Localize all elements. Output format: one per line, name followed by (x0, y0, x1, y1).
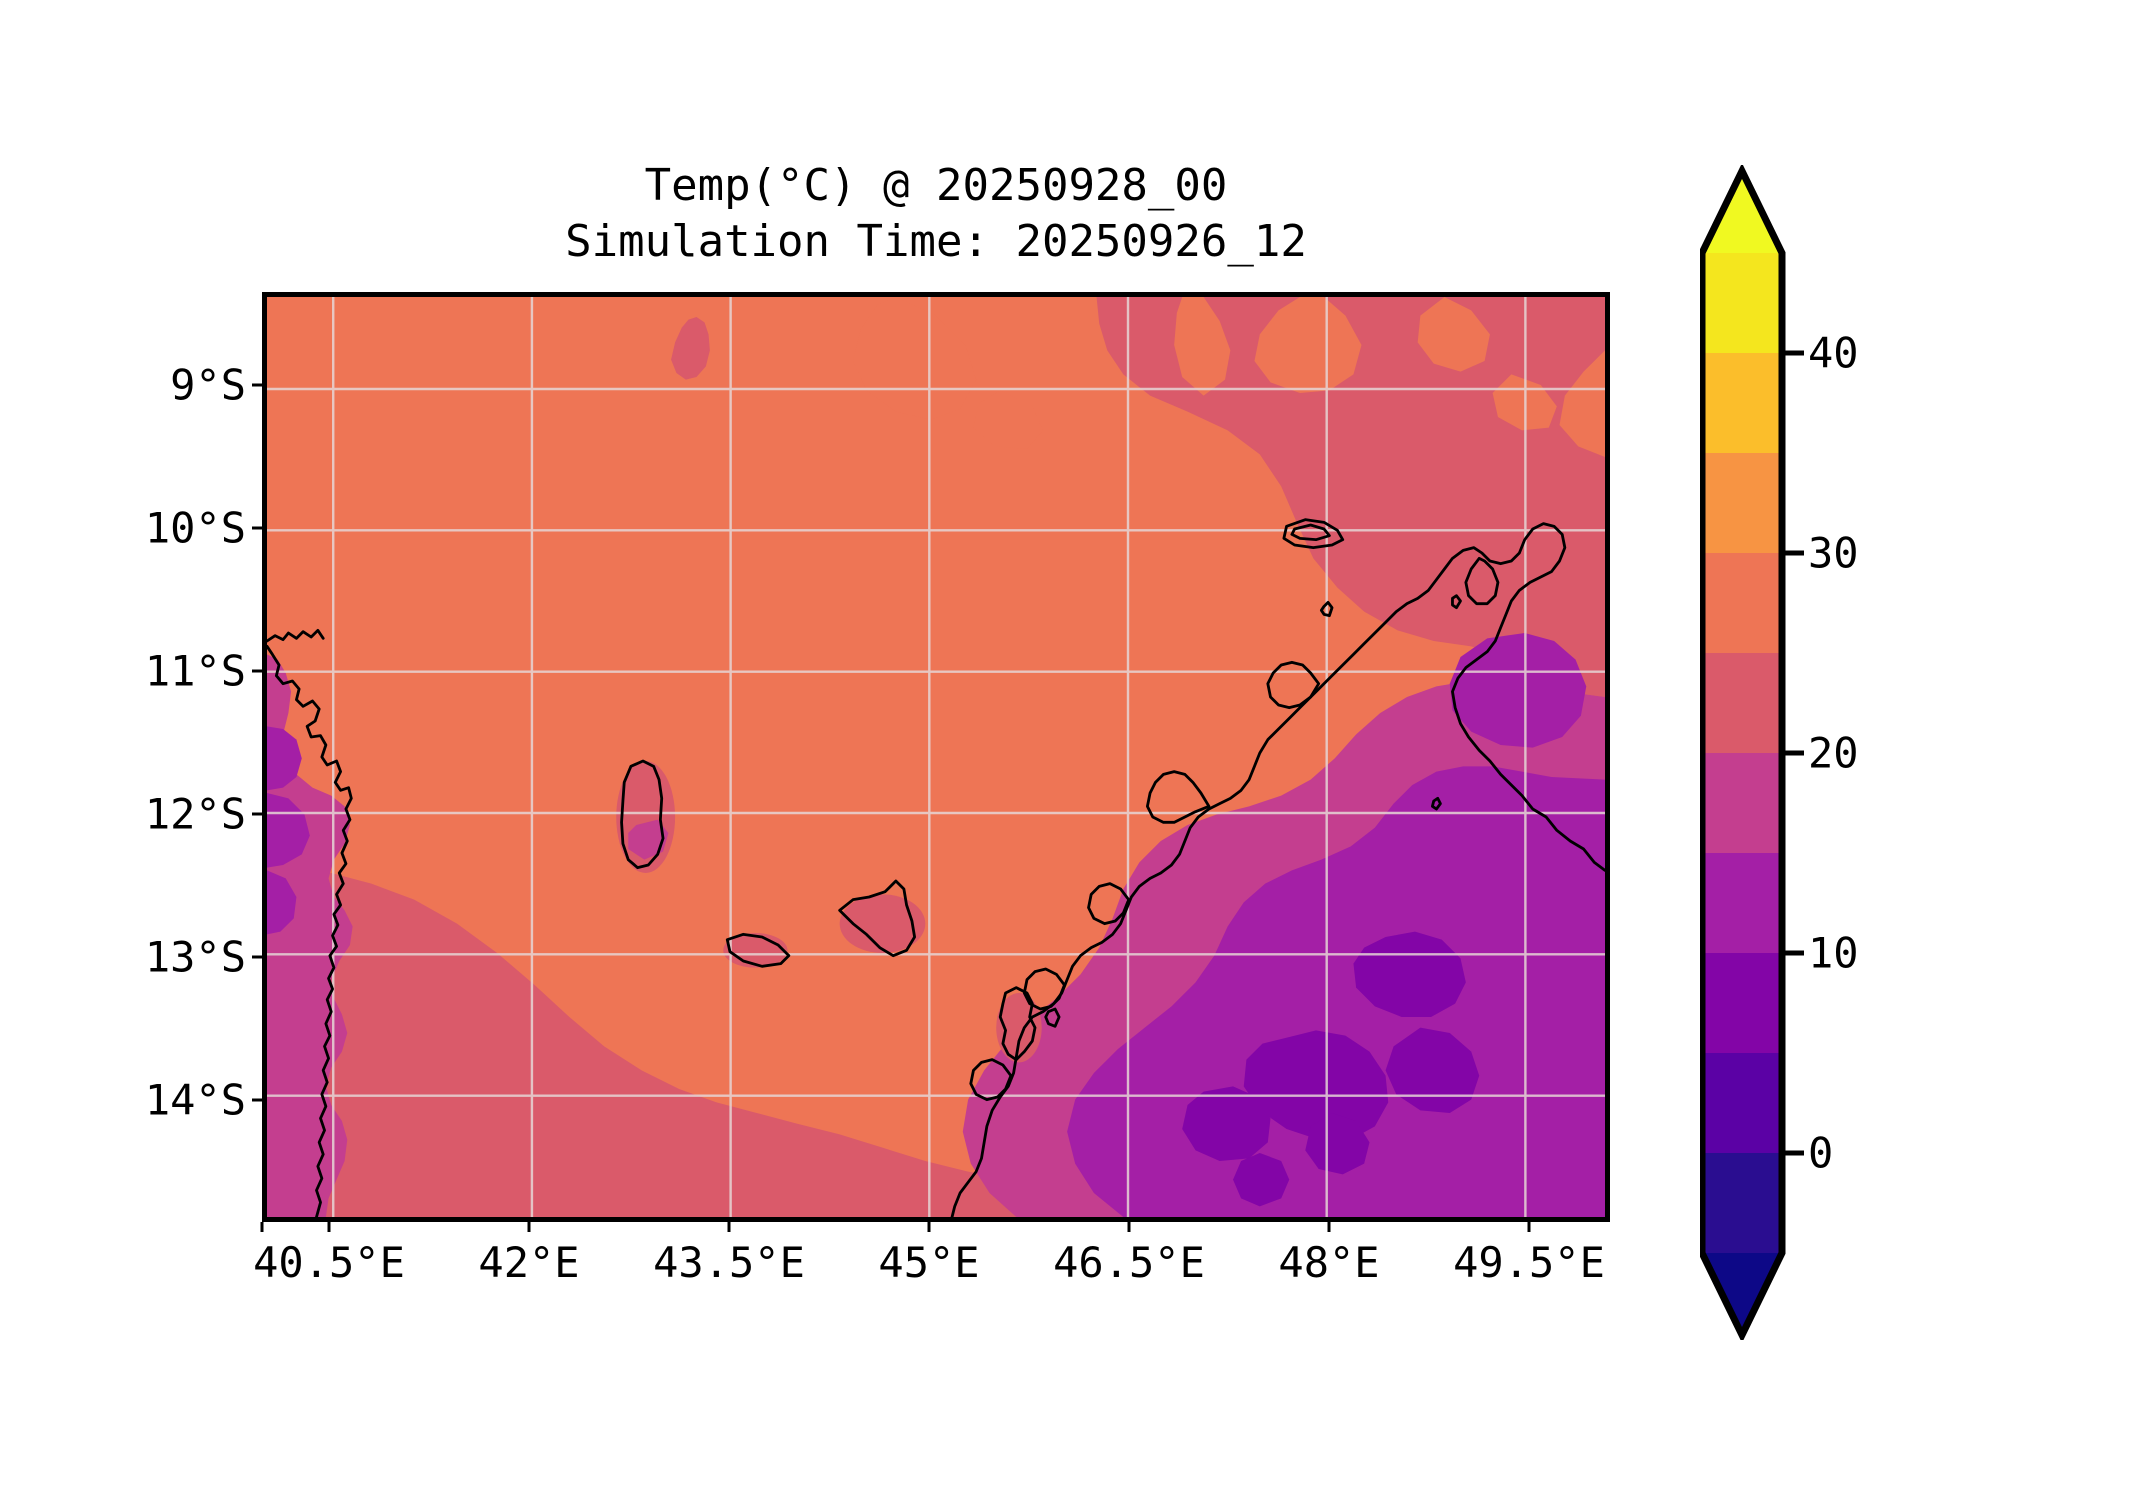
colorbar-extend-over-arrow (1702, 171, 1782, 253)
ytick-mark (252, 526, 262, 530)
colorbar-ticks (1782, 350, 1804, 1156)
colorbar-tick-label-1: 10 (1808, 928, 1859, 978)
xtick-mark (1127, 1222, 1131, 1232)
colorbar-tick-label-3: 30 (1808, 528, 1859, 578)
xtick-label-1: 42°E (478, 1238, 580, 1287)
ytick-label-0: 9°S (170, 360, 246, 410)
xtick-mark (260, 1222, 264, 1232)
ytick-mark (252, 383, 262, 387)
ytick-label-4: 13°S (144, 932, 246, 982)
temperature-contour-map (267, 297, 1605, 1217)
title-line-1: Temp(°C) @ 20250928_00 (644, 160, 1228, 211)
xtick-mark (527, 1222, 531, 1232)
xtick-mark (1327, 1222, 1331, 1232)
colorbar-outline (1700, 165, 1786, 1340)
colorbar-tick-label-4: 40 (1808, 328, 1859, 378)
title-line-2: Simulation Time: 20250926_12 (565, 216, 1307, 267)
xtick-mark (927, 1222, 931, 1232)
xtick-label-6: 49.5°E (1453, 1238, 1605, 1287)
map-gridlines (267, 297, 1605, 1217)
ytick-label-5: 14°S (144, 1075, 246, 1125)
colorbar-tick-label-0: 0 (1808, 1128, 1834, 1178)
ytick-label-2: 11°S (144, 646, 246, 696)
xtick-mark (1527, 1222, 1531, 1232)
ytick-mark (252, 955, 262, 959)
ytick-label-3: 12°S (144, 789, 246, 839)
chart-title: Temp(°C) @ 20250928_00 Simulation Time: … (262, 158, 1610, 270)
ytick-mark (252, 669, 262, 673)
contour-band-10-15-mainland (267, 726, 310, 935)
xtick-label-4: 46.5°E (1053, 1238, 1205, 1287)
xtick-label-0: 40.5°E (253, 1238, 405, 1287)
comoros-island-fills (671, 317, 710, 380)
xtick-mark (727, 1222, 731, 1232)
contour-band-20-25 (1096, 297, 1605, 697)
colorbar[interactable]: 0 10 20 30 40 (1700, 165, 2090, 1340)
colorbar-svg (1700, 165, 1804, 1340)
contour-band-5-10 (1182, 931, 1480, 1207)
colorbar-tick-label-2: 20 (1808, 728, 1859, 778)
map-axes (262, 292, 1610, 1222)
ytick-mark (252, 1098, 262, 1102)
xtick-label-5: 48°E (1278, 1238, 1380, 1287)
ytick-mark (252, 812, 262, 816)
colorbar-extend-under-arrow (1702, 1253, 1782, 1335)
xtick-label-3: 45°E (878, 1238, 980, 1287)
colorbar-bands (1702, 253, 1782, 1253)
ytick-label-1: 10°S (144, 503, 246, 553)
coastline-layer (267, 518, 1605, 1217)
xtick-label-2: 43.5°E (653, 1238, 805, 1287)
xtick-mark (327, 1222, 331, 1232)
